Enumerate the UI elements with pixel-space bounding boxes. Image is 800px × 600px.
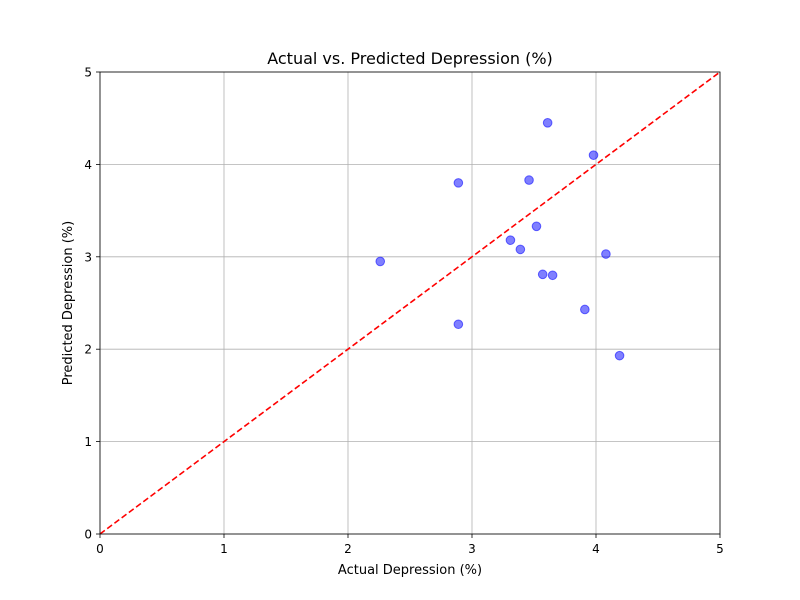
y-tick-label: 0: [84, 528, 92, 542]
y-axis-ticks: 0 1 2 3 4 5: [84, 66, 100, 542]
data-point: [537, 269, 548, 280]
data-point: [614, 350, 625, 361]
x-tick-label: 2: [344, 542, 352, 556]
data-point: [453, 178, 464, 188]
y-tick-label: 5: [84, 66, 92, 80]
y-tick-label: 2: [84, 343, 92, 357]
y-tick-label: 4: [84, 158, 92, 172]
data-points: [375, 118, 625, 361]
x-axis-label: Actual Depression (%): [338, 563, 482, 578]
y-tick-label: 1: [84, 435, 92, 449]
x-tick-label: 5: [716, 542, 724, 556]
y-axis-label: Predicted Depression (%): [61, 221, 76, 385]
x-tick-label: 4: [592, 542, 600, 556]
data-point: [375, 256, 386, 267]
reference-line: [99, 71, 721, 535]
y-tick-label: 3: [84, 250, 92, 264]
data-point: [547, 270, 558, 281]
data-point: [531, 221, 542, 232]
data-point: [453, 319, 464, 330]
x-tick-label: 3: [468, 542, 476, 556]
chart-title: Actual vs. Predicted Depression (%): [267, 49, 553, 68]
plot-area-frame: [99, 71, 721, 535]
data-point: [580, 304, 590, 315]
x-tick-label: 1: [220, 542, 228, 556]
reference-line-layer: [99, 71, 721, 535]
data-point: [515, 244, 526, 255]
data-point: [542, 118, 553, 128]
x-tick-label: 0: [96, 542, 104, 556]
data-point: [524, 175, 534, 185]
data-point: [505, 235, 516, 245]
data-point: [601, 249, 611, 259]
data-point: [588, 150, 599, 160]
x-axis-ticks: 0 1 2 3 4 5: [96, 534, 724, 556]
